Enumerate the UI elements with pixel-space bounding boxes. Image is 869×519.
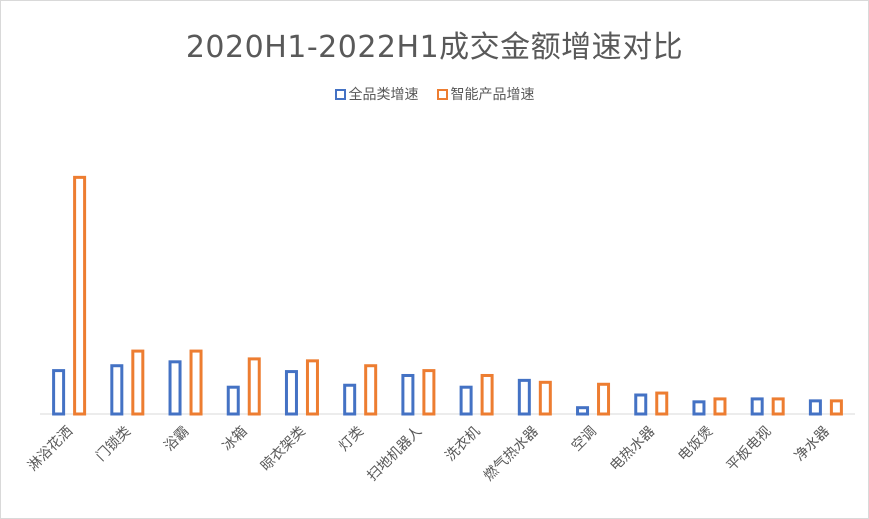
- bar-series-1-10: [655, 391, 669, 416]
- bar-series-0-2: [168, 360, 182, 416]
- bar-series-0-8: [517, 378, 531, 416]
- bar-series-0-9: [576, 406, 590, 416]
- category-label-3: 冰箱: [219, 424, 250, 455]
- bar-series-0-12: [750, 397, 764, 416]
- category-label-4: 晾衣架类: [258, 424, 309, 475]
- legend-label-series-0: 全品类增速: [348, 87, 419, 103]
- category-label-10: 电热水器: [607, 424, 658, 475]
- legend-item-series-1: 智能产品增速: [436, 84, 535, 104]
- bar-series-0-3: [226, 385, 240, 416]
- bar-series-1-12: [771, 397, 785, 416]
- bar-series-1-8: [538, 380, 552, 416]
- category-label-1: 门锁类: [93, 424, 134, 465]
- category-label-5: 灯类: [336, 424, 367, 455]
- category-label-12: 平板电视: [724, 424, 775, 475]
- legend-swatch-series-1: [436, 88, 448, 100]
- legend-item-series-0: 全品类增速: [334, 84, 419, 104]
- bar-series-0-13: [808, 399, 822, 416]
- category-label-7: 洗衣机: [442, 424, 483, 465]
- bar-series-1-0: [73, 175, 87, 416]
- bar-series-0-10: [634, 393, 648, 416]
- bar-series-0-6: [401, 373, 415, 416]
- bar-series-1-1: [131, 349, 145, 416]
- bar-series-1-6: [422, 369, 436, 416]
- category-label-8: 燃气热水器: [480, 423, 542, 485]
- chart-legend: 全品类增速 智能产品增速: [0, 84, 869, 104]
- bar-series-1-13: [829, 399, 843, 416]
- category-label-6: 扫地机器人: [364, 424, 425, 485]
- legend-swatch-series-0: [334, 88, 346, 100]
- bar-series-1-5: [364, 364, 378, 416]
- bar-series-0-7: [459, 385, 473, 416]
- category-label-0: 淋浴花洒: [25, 424, 76, 475]
- bar-series-0-5: [343, 383, 357, 416]
- bar-series-1-9: [597, 382, 611, 416]
- bar-series-1-2: [189, 349, 203, 416]
- legend-label-series-1: 智能产品增速: [450, 87, 535, 103]
- category-label-13: 净水器: [792, 424, 833, 465]
- bar-series-0-1: [110, 364, 124, 416]
- category-label-11: 电饭煲: [675, 423, 717, 465]
- chart-title: 2020H1-2022H1成交金额增速对比: [185, 30, 684, 65]
- category-label-9: 空调: [569, 424, 600, 455]
- bar-series-0-11: [692, 400, 706, 416]
- category-label-2: 浴霸: [161, 424, 192, 455]
- bar-series-1-11: [713, 397, 727, 416]
- bar-series-1-4: [305, 359, 319, 416]
- bar-series-1-3: [247, 357, 261, 416]
- bar-series-0-4: [284, 370, 298, 416]
- bar-series-1-7: [480, 373, 494, 416]
- bar-series-0-0: [52, 369, 66, 416]
